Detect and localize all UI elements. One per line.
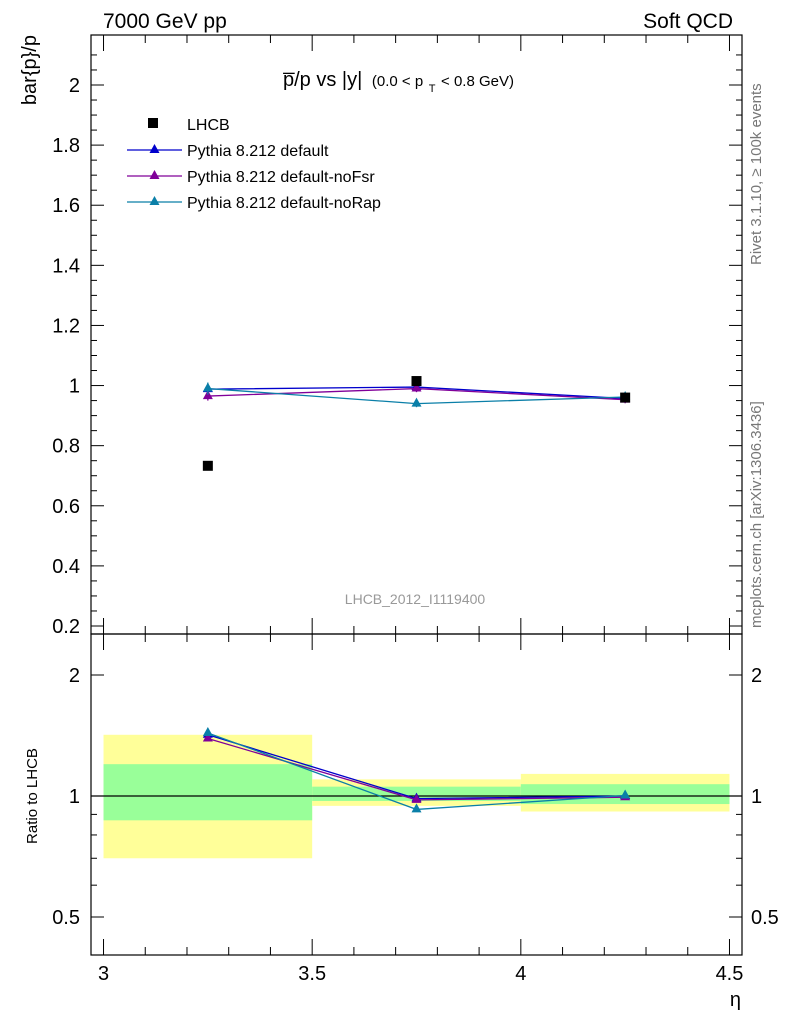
ratio-y-ticks: 0.5 0.5 1 1 2 2 <box>52 665 779 929</box>
legend-label-default: Pythia 8.212 default <box>187 143 329 160</box>
ratio-y-tick-label-right: 0.5 <box>751 907 779 929</box>
x-tick-label: 3.5 <box>298 963 326 985</box>
ratio-y-tick-label-right: 2 <box>751 665 762 687</box>
main-y-tick-label: 0.6 <box>52 496 80 518</box>
main-y-tick-label: 0.4 <box>52 556 80 578</box>
mcplots-label: mcplots.cern.ch [arXiv:1306.3436] <box>748 401 765 628</box>
x-tick-label: 4 <box>515 963 526 985</box>
main-y-tick-label: 1.4 <box>52 255 80 277</box>
ratio-series-layer <box>202 726 631 813</box>
ratio-y-tick-label-left: 0.5 <box>52 907 80 929</box>
title-cut-sub: T <box>429 83 436 95</box>
main-series-point <box>202 390 213 400</box>
main-y-axis-label: bar{p}/p <box>19 35 41 105</box>
main-x-ticks <box>103 35 730 634</box>
title-cut: (0.0 < p <box>372 73 423 90</box>
header-category-label: Soft QCD <box>643 10 733 33</box>
x-tick-label: 3 <box>98 963 109 985</box>
legend-marker-nofsr <box>149 170 160 179</box>
ratio-y-tick-label-right: 1 <box>751 786 762 808</box>
title-main: p̅/p vs |y| <box>283 69 362 91</box>
ratio-series-point <box>411 793 422 803</box>
x-axis-label: η <box>730 989 741 1011</box>
legend-label-norap: Pythia 8.212 default-noRap <box>187 195 381 212</box>
ratio-plot-frame <box>90 633 743 956</box>
main-y-tick-label: 1.2 <box>52 315 80 337</box>
main-plot: 0.2 0.4 0.6 0.8 1 1.2 1.4 1.6 1.8 2 bar{p}/p p̅/p… <box>19 34 743 638</box>
lhcb-data-layer <box>202 376 631 471</box>
legend: LHCB Pythia 8.212 default Pythia 8.212 d… <box>127 117 381 212</box>
main-series-point <box>202 382 213 392</box>
title-cut-end: < 0.8 GeV) <box>441 73 514 90</box>
main-series-point <box>411 397 422 407</box>
ratio-y-axis-label: Ratio to LHCB <box>24 748 41 844</box>
main-y-tick-label: 1 <box>69 376 80 398</box>
main-y-tick-label: 1.6 <box>52 195 80 217</box>
main-y-tick-label: 2 <box>69 75 80 97</box>
ratio-series-point <box>411 803 422 813</box>
main-y-tick-label: 1.8 <box>52 135 80 157</box>
x-tick-label: 4.5 <box>716 963 744 985</box>
ratio-series-point <box>202 732 213 742</box>
main-series-point <box>411 382 422 392</box>
legend-label-nofsr: Pythia 8.212 default-noFsr <box>187 169 375 186</box>
legend-marker-default <box>149 144 160 153</box>
rivet-version-label: Rivet 3.1.10, ≥ 100k events <box>748 83 765 265</box>
legend-marker-lhcb <box>148 118 158 128</box>
ratio-series-point <box>620 789 631 799</box>
lhcb-data-point <box>620 392 631 403</box>
header-energy-label: 7000 GeV pp <box>103 10 227 33</box>
ratio-plot: 0.5 0.5 1 1 2 2 3 3.5 4 4.5 Ratio to LHCB η <box>24 633 779 1011</box>
ratio-x-ticks: 3 3.5 4 4.5 <box>98 634 743 985</box>
ratio-y-tick-label-left: 1 <box>69 786 80 808</box>
main-y-ticks: 0.2 0.4 0.6 0.8 1 1.2 1.4 1.6 1.8 2 <box>52 54 742 638</box>
ratio-band-stat <box>103 764 313 821</box>
legend-label-lhcb: LHCB <box>187 117 230 134</box>
lhcb-data-point <box>202 460 213 471</box>
legend-marker-norap <box>149 196 160 205</box>
main-y-tick-label: 0.2 <box>52 616 80 638</box>
ratio-y-tick-label-left: 2 <box>69 665 80 687</box>
analysis-label: LHCB_2012_I1119400 <box>345 591 486 607</box>
lhcb-data-point <box>411 376 422 387</box>
main-y-tick-label: 0.8 <box>52 436 80 458</box>
main-plot-title: p̅/p vs |y| (0.0 < p T < 0.8 GeV) <box>283 69 514 97</box>
ratio-series-point <box>202 726 213 736</box>
